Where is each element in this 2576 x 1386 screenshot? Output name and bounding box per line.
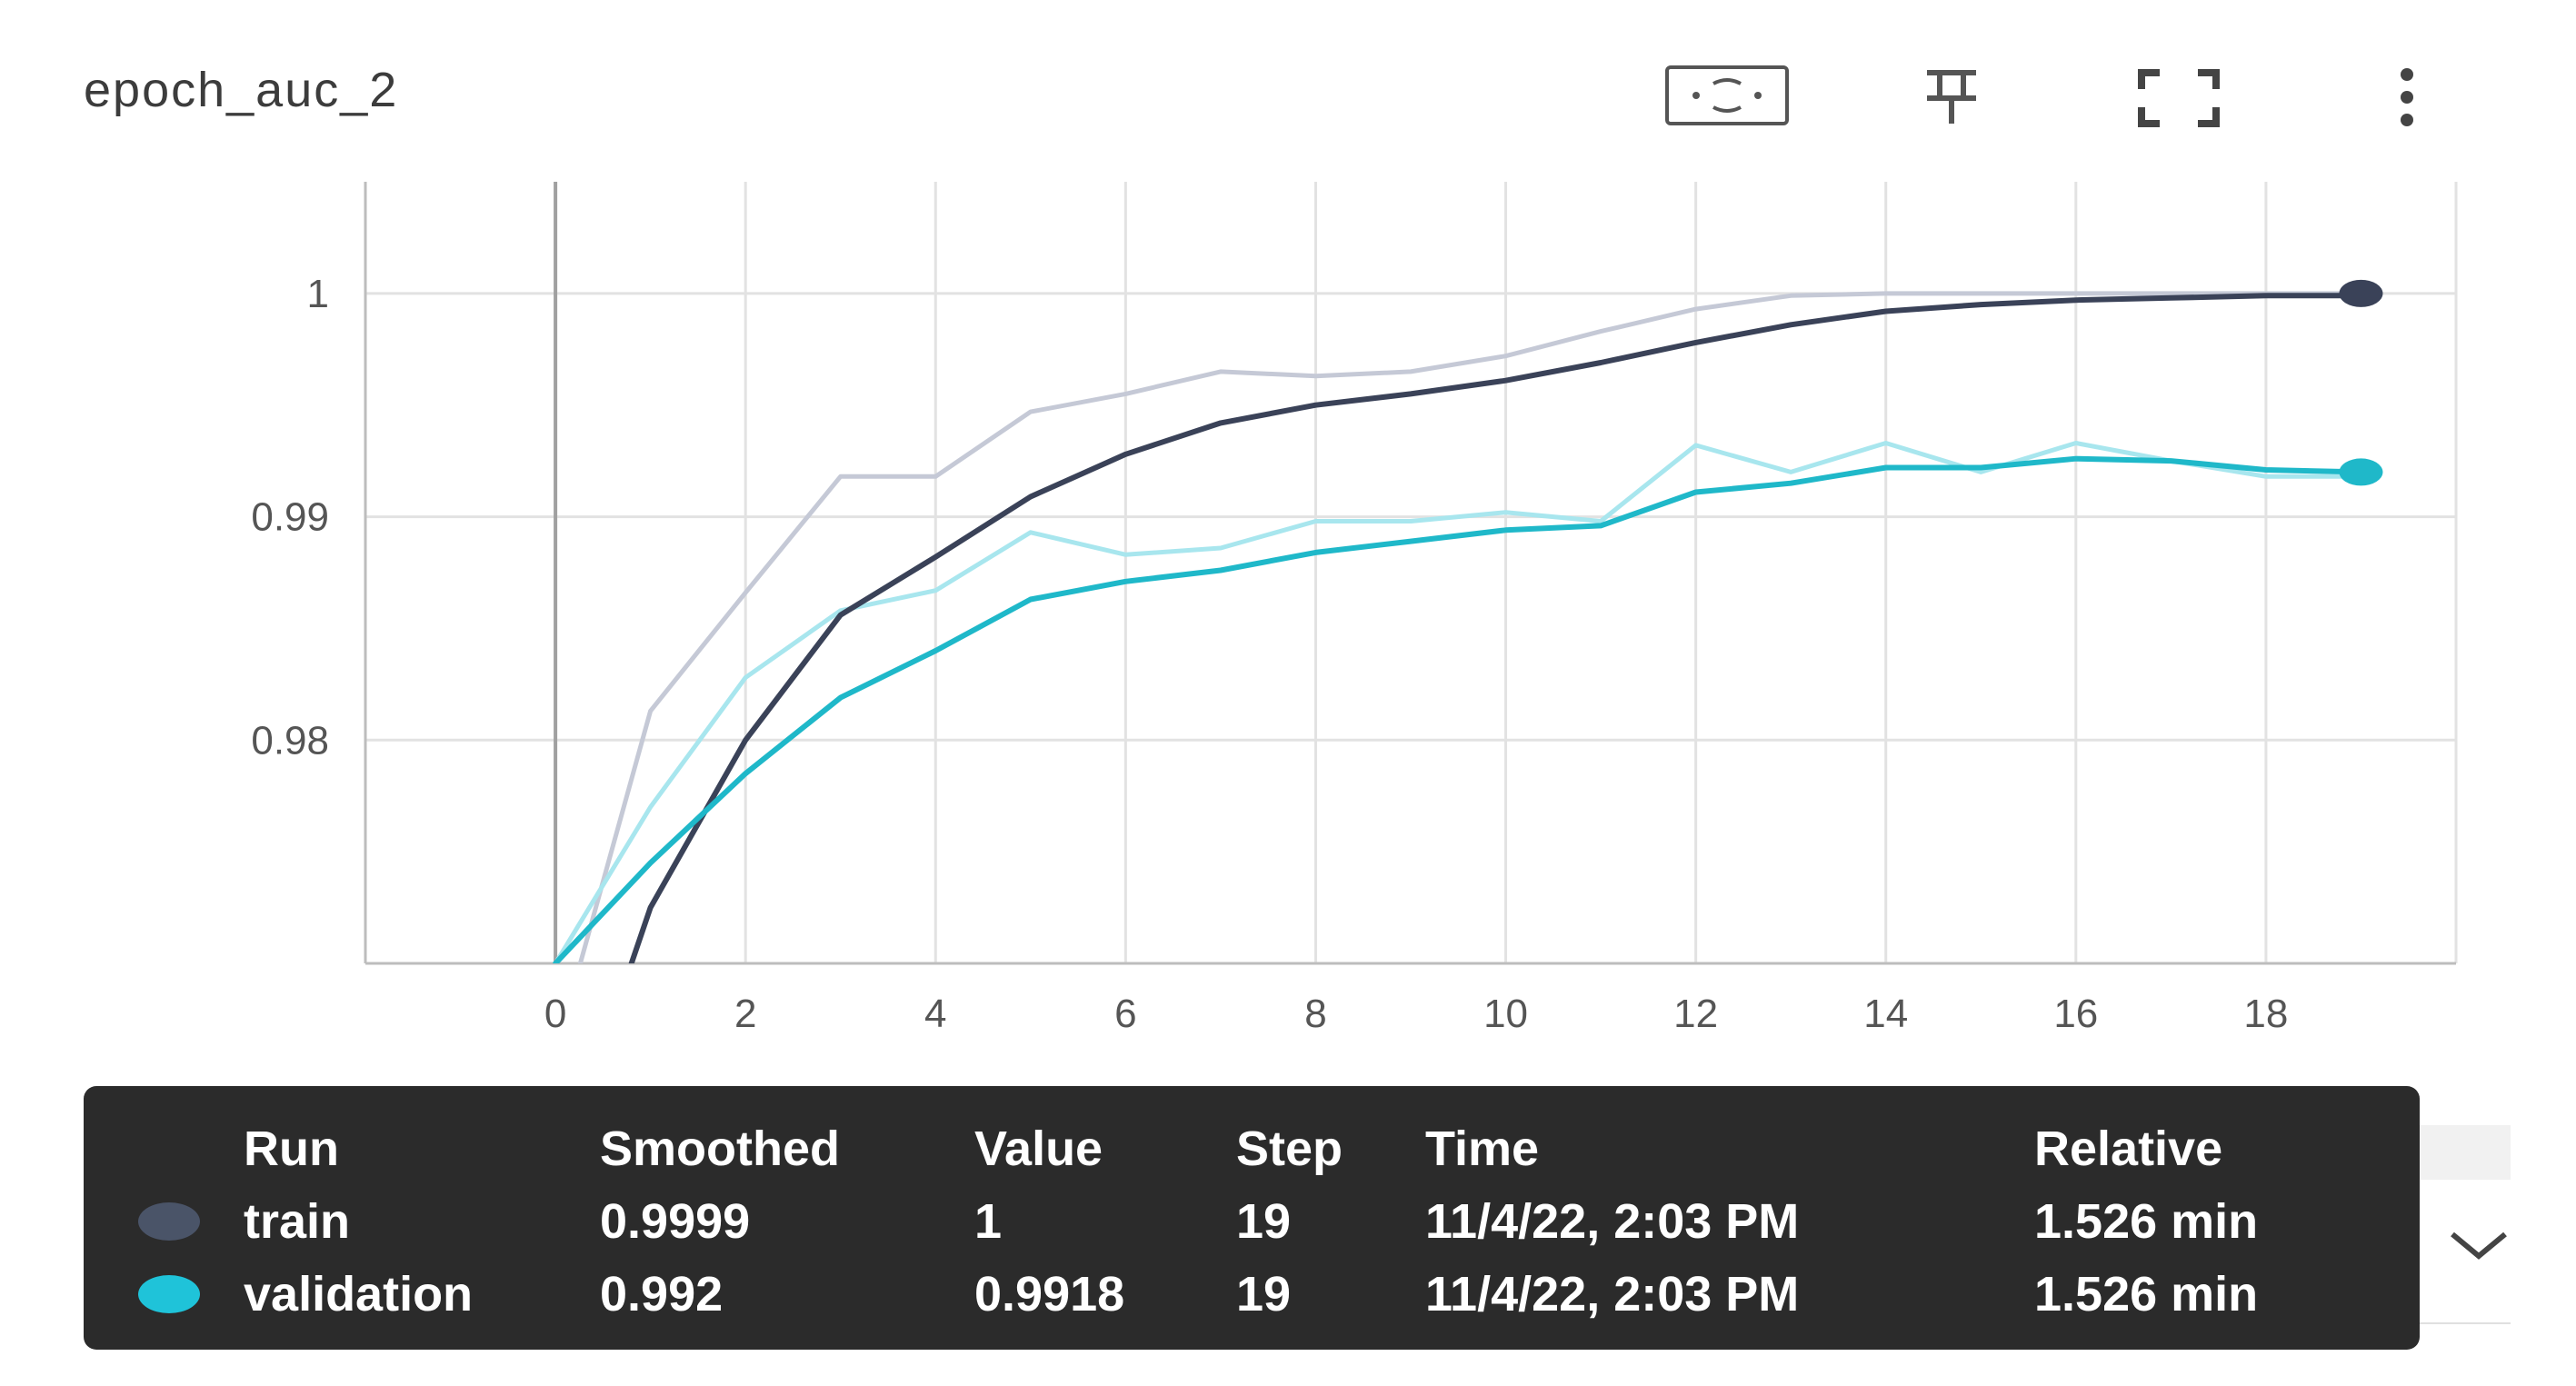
x-tick-label: 2 [734, 992, 756, 1036]
fit-domain-icon[interactable] [1663, 64, 1791, 127]
tooltip-header-run: Run [244, 1122, 339, 1176]
tooltip-header-step: Step [1236, 1122, 1343, 1176]
series-line-train-smoothed [628, 293, 2364, 963]
tooltip-step: 19 [1236, 1267, 1292, 1321]
pin-icon[interactable] [1920, 65, 1983, 129]
y-axis-ticks: 0.98 0.99 1 [251, 272, 329, 763]
x-tick-label: 14 [1863, 992, 1908, 1036]
tooltip-value: 1 [974, 1194, 1003, 1249]
line-chart[interactable]: 0 2 4 6 8 10 12 14 16 18 0.98 0.99 1 [0, 0, 2576, 1045]
fullscreen-icon[interactable] [2138, 69, 2220, 127]
chart-axes [364, 182, 2456, 965]
tooltip-run: validation [244, 1267, 474, 1321]
tooltip-relative: 1.526 min [2034, 1194, 2259, 1249]
end-marker-train [2339, 279, 2383, 307]
data-tooltip: Run Smoothed Value Step Time Relative tr… [84, 1086, 2420, 1350]
x-tick-label: 0 [544, 992, 566, 1036]
end-marker-validation [2339, 458, 2383, 486]
x-tick-label: 18 [2243, 992, 2288, 1036]
card-title: epoch_auc_2 [84, 63, 399, 117]
x-tick-label: 16 [2053, 992, 2098, 1036]
tooltip-smoothed: 0.9999 [600, 1194, 751, 1249]
tooltip-value: 0.9918 [974, 1267, 1125, 1321]
y-tick-label: 1 [307, 272, 329, 316]
x-tick-label: 10 [1483, 992, 1528, 1036]
x-tick-label: 6 [1114, 992, 1136, 1036]
x-tick-label: 4 [924, 992, 946, 1036]
y-tick-label: 0.98 [251, 718, 329, 763]
tooltip-header-relative: Relative [2034, 1122, 2223, 1176]
tooltip-run: train [244, 1194, 351, 1249]
series-line-validation-raw [553, 441, 2363, 963]
tooltip-header-value: Value [974, 1122, 1103, 1176]
series-line-train-raw [577, 291, 2363, 963]
tooltip-header-smoothed: Smoothed [600, 1122, 840, 1176]
x-tick-label: 8 [1304, 992, 1326, 1036]
train-swatch-icon [138, 1202, 200, 1241]
tooltip-step: 19 [1236, 1194, 1292, 1249]
tooltip-time: 11/4/22, 2:03 PM [1425, 1267, 1800, 1321]
x-axis-ticks: 0 2 4 6 8 10 12 14 16 18 [544, 992, 2289, 1036]
next-card-header [2420, 1125, 2511, 1180]
x-tick-label: 12 [1673, 992, 1718, 1036]
chart-series [553, 291, 2364, 963]
tooltip-smoothed: 0.992 [600, 1267, 724, 1321]
series-line-validation-smoothed [553, 455, 2364, 963]
chevron-down-icon[interactable] [2447, 1227, 2511, 1268]
tooltip-relative: 1.526 min [2034, 1267, 2259, 1321]
validation-swatch-icon [138, 1275, 200, 1313]
tooltip-time: 11/4/22, 2:03 PM [1425, 1194, 1800, 1249]
divider [2420, 1322, 2511, 1324]
more-options-icon[interactable] [2389, 65, 2425, 129]
tooltip-header-time: Time [1425, 1122, 1540, 1176]
y-tick-label: 0.99 [251, 495, 329, 540]
